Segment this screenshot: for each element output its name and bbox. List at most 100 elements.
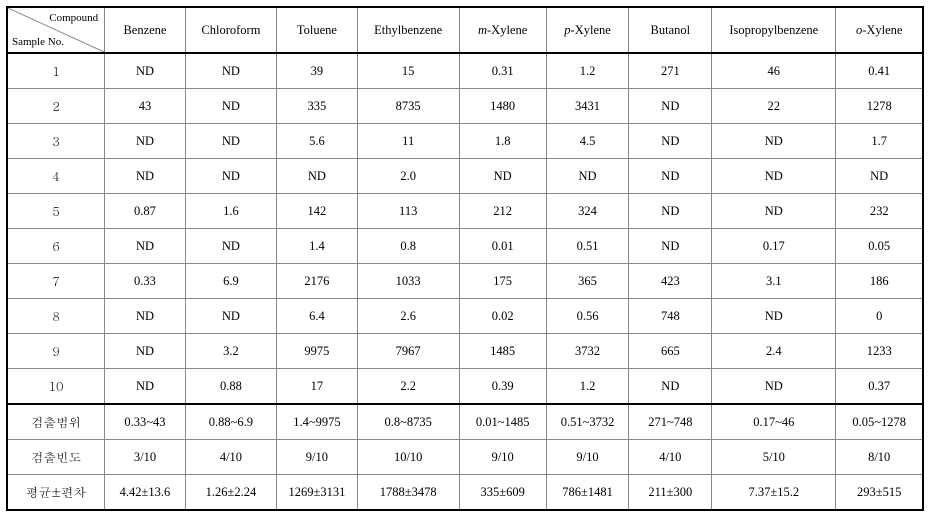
data-cell: ND bbox=[629, 89, 712, 124]
data-cell: ND bbox=[629, 194, 712, 229]
column-header: Benzene bbox=[105, 7, 186, 53]
row-label: 1 bbox=[7, 53, 105, 89]
data-cell: 11 bbox=[357, 124, 459, 159]
table-body: 1NDND39150.311.2271460.41243ND3358735148… bbox=[7, 53, 923, 510]
column-header: p-Xylene bbox=[546, 7, 629, 53]
data-cell: 43 bbox=[105, 89, 186, 124]
table-row: 8NDND6.42.60.020.56748ND0 bbox=[7, 299, 923, 334]
data-cell: 0.31 bbox=[459, 53, 546, 89]
data-cell: 3.2 bbox=[185, 334, 276, 369]
table-row: 3NDND5.6111.84.5NDND1.7 bbox=[7, 124, 923, 159]
data-cell: ND bbox=[105, 229, 186, 264]
header-diag-cell: Compound Sample No. bbox=[7, 7, 105, 53]
summary-label: 검출범위 bbox=[7, 404, 105, 440]
data-cell: 8735 bbox=[357, 89, 459, 124]
summary-cell: 5/10 bbox=[712, 440, 836, 475]
data-cell: 4.5 bbox=[546, 124, 629, 159]
data-cell: 7967 bbox=[357, 334, 459, 369]
data-cell: 6.9 bbox=[185, 264, 276, 299]
column-header: Chloroform bbox=[185, 7, 276, 53]
summary-cell: 0.88~6.9 bbox=[185, 404, 276, 440]
summary-cell: 786±1481 bbox=[546, 475, 629, 511]
data-cell: 1.2 bbox=[546, 369, 629, 405]
data-cell: ND bbox=[185, 229, 276, 264]
data-cell: 0.05 bbox=[836, 229, 923, 264]
data-cell: 0.51 bbox=[546, 229, 629, 264]
data-cell: 665 bbox=[629, 334, 712, 369]
data-cell: 1.2 bbox=[546, 53, 629, 89]
data-cell: 17 bbox=[277, 369, 358, 405]
data-cell: 0.8 bbox=[357, 229, 459, 264]
summary-cell: 211±300 bbox=[629, 475, 712, 511]
data-cell: 3.1 bbox=[712, 264, 836, 299]
row-label: 7 bbox=[7, 264, 105, 299]
data-cell: 142 bbox=[277, 194, 358, 229]
data-cell: ND bbox=[459, 159, 546, 194]
data-cell: ND bbox=[185, 124, 276, 159]
summary-cell: 0.33~43 bbox=[105, 404, 186, 440]
data-cell: 271 bbox=[629, 53, 712, 89]
data-cell: 1485 bbox=[459, 334, 546, 369]
summary-cell: 4/10 bbox=[629, 440, 712, 475]
data-cell: ND bbox=[629, 124, 712, 159]
column-header: o-Xylene bbox=[836, 7, 923, 53]
data-cell: 1278 bbox=[836, 89, 923, 124]
data-cell: ND bbox=[629, 369, 712, 405]
data-cell: 0.56 bbox=[546, 299, 629, 334]
summary-label: 검출빈도 bbox=[7, 440, 105, 475]
header-diag-top: Compound bbox=[49, 12, 98, 24]
summary-row: 검출빈도3/104/109/1010/109/109/104/105/108/1… bbox=[7, 440, 923, 475]
data-cell: ND bbox=[712, 159, 836, 194]
data-cell: 2.6 bbox=[357, 299, 459, 334]
data-cell: 5.6 bbox=[277, 124, 358, 159]
data-cell: 0.87 bbox=[105, 194, 186, 229]
data-cell: 324 bbox=[546, 194, 629, 229]
column-header: m-Xylene bbox=[459, 7, 546, 53]
data-cell: 0.41 bbox=[836, 53, 923, 89]
summary-cell: 10/10 bbox=[357, 440, 459, 475]
data-cell: 15 bbox=[357, 53, 459, 89]
summary-cell: 1.26±2.24 bbox=[185, 475, 276, 511]
header-row: Compound Sample No. BenzeneChloroformTol… bbox=[7, 7, 923, 53]
data-cell: 1.6 bbox=[185, 194, 276, 229]
summary-cell: 335±609 bbox=[459, 475, 546, 511]
data-cell: 1.7 bbox=[836, 124, 923, 159]
data-cell: 0.39 bbox=[459, 369, 546, 405]
data-cell: ND bbox=[185, 89, 276, 124]
data-cell: 0.37 bbox=[836, 369, 923, 405]
data-cell: 365 bbox=[546, 264, 629, 299]
summary-row: 평균±편차4.42±13.61.26±2.241269±31311788±347… bbox=[7, 475, 923, 511]
summary-cell: 0.05~1278 bbox=[836, 404, 923, 440]
data-cell: 9975 bbox=[277, 334, 358, 369]
row-label: 8 bbox=[7, 299, 105, 334]
summary-label: 평균±편차 bbox=[7, 475, 105, 511]
table-row: 50.871.6142113212324NDND232 bbox=[7, 194, 923, 229]
data-cell: ND bbox=[836, 159, 923, 194]
data-cell: 2.2 bbox=[357, 369, 459, 405]
data-cell: ND bbox=[105, 369, 186, 405]
summary-cell: 9/10 bbox=[459, 440, 546, 475]
data-cell: 46 bbox=[712, 53, 836, 89]
data-cell: 1033 bbox=[357, 264, 459, 299]
column-header: Ethylbenzene bbox=[357, 7, 459, 53]
row-label: 10 bbox=[7, 369, 105, 405]
row-label: 2 bbox=[7, 89, 105, 124]
table-row: 6NDND1.40.80.010.51ND0.170.05 bbox=[7, 229, 923, 264]
data-cell: ND bbox=[629, 159, 712, 194]
data-cell: 6.4 bbox=[277, 299, 358, 334]
row-label: 6 bbox=[7, 229, 105, 264]
header-diag-bottom: Sample No. bbox=[12, 36, 64, 48]
data-cell: 0.17 bbox=[712, 229, 836, 264]
summary-cell: 4.42±13.6 bbox=[105, 475, 186, 511]
data-cell: ND bbox=[712, 124, 836, 159]
column-header: Toluene bbox=[277, 7, 358, 53]
summary-cell: 271~748 bbox=[629, 404, 712, 440]
summary-cell: 1269±3131 bbox=[277, 475, 358, 511]
summary-cell: 0.17~46 bbox=[712, 404, 836, 440]
data-cell: 2.4 bbox=[712, 334, 836, 369]
data-cell: 0.02 bbox=[459, 299, 546, 334]
data-cell: 113 bbox=[357, 194, 459, 229]
data-cell: 2.0 bbox=[357, 159, 459, 194]
summary-cell: 9/10 bbox=[546, 440, 629, 475]
data-cell: ND bbox=[629, 229, 712, 264]
